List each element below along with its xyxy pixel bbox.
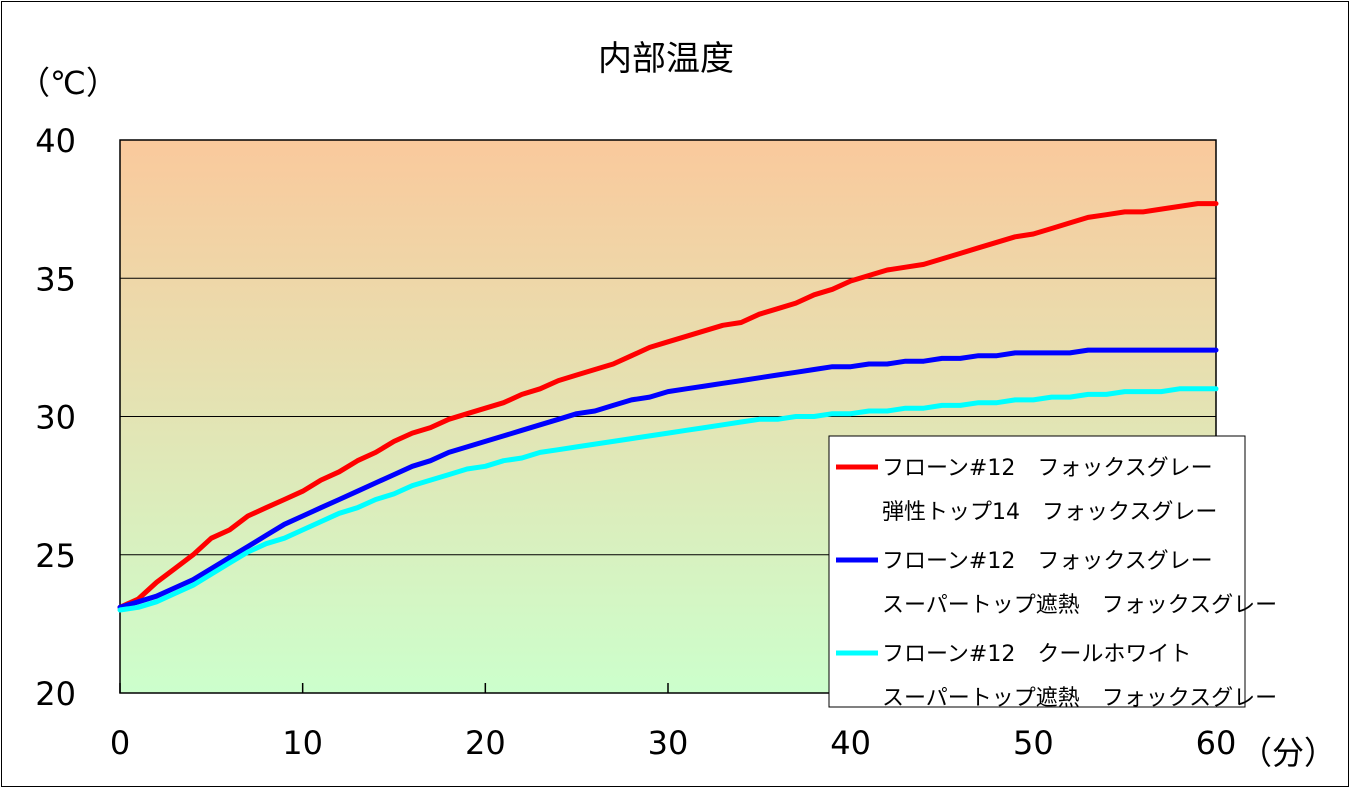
x-tick-label: 30 [648, 724, 689, 762]
x-tick-label: 10 [282, 724, 323, 762]
legend-label: フローン#12 フォックスグレー [882, 549, 1213, 574]
legend-box [828, 435, 1246, 708]
y-tick-label: 40 [35, 122, 76, 160]
legend-label: フローン#12 フォックスグレー [882, 456, 1213, 481]
chart-title: 内部温度 [598, 39, 734, 79]
series-line-3 [117, 386, 1219, 613]
legend-label: フローン#12 クールホワイト [882, 642, 1191, 667]
x-tick-label: 50 [1013, 724, 1054, 762]
x-tick-label: 0 [110, 724, 130, 762]
y-tick-label: 25 [35, 537, 76, 575]
legend-label: 弾性トップ14 フォックスグレー [882, 500, 1217, 525]
y-tick-label: 35 [35, 260, 76, 298]
x-tick-label: 60 [1196, 724, 1237, 762]
y-axis-unit: （℃） [18, 64, 118, 102]
y-axis-labels: 20 25 30 35 40 [35, 122, 76, 713]
legend-label: スーパートップ遮熱 フォックスグレー [882, 593, 1277, 618]
legend-label: スーパートップ遮熱 フォックスグレー [882, 686, 1277, 711]
series-line-1 [117, 201, 1219, 610]
y-tick-label: 30 [35, 399, 76, 437]
x-tick-label: 20 [465, 724, 506, 762]
x-tick-label: 40 [830, 724, 871, 762]
series-line-2 [117, 347, 1219, 610]
x-axis-unit: （分） [1240, 734, 1336, 772]
x-axis-labels: 0 10 20 30 40 50 60 [110, 724, 1237, 762]
series-lines [117, 201, 1219, 613]
y-tick-label: 20 [35, 675, 76, 713]
